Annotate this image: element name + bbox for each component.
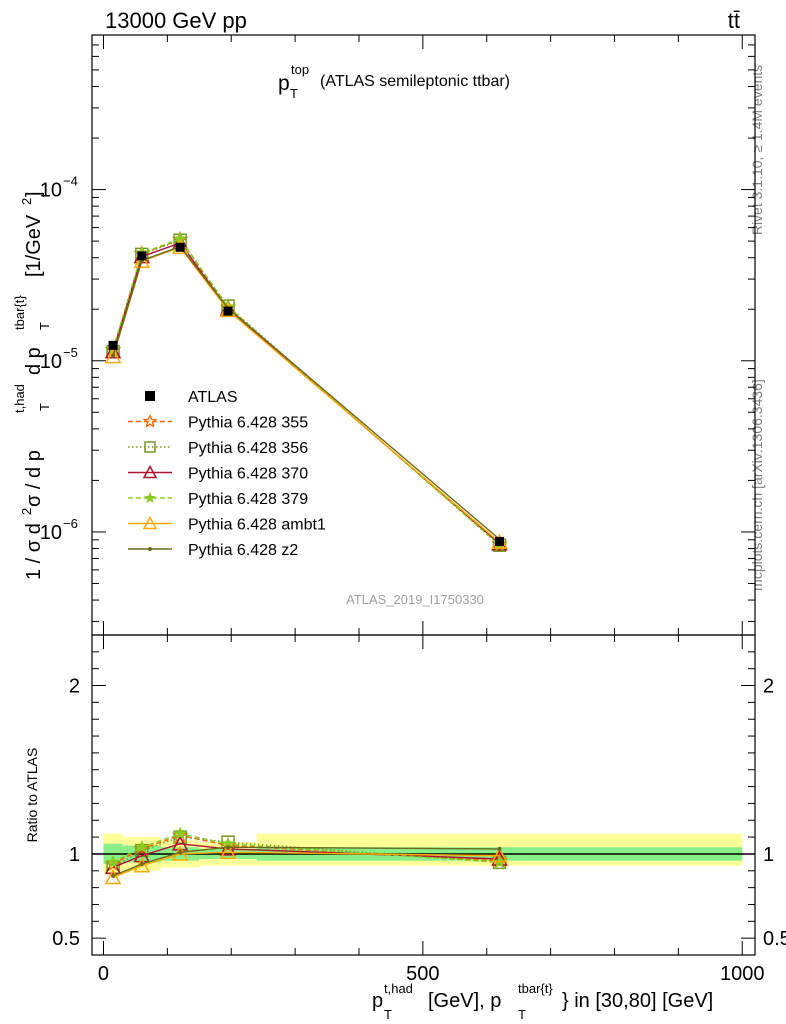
x-label-t2: T — [518, 1007, 526, 1022]
main-series-marker-5 — [111, 353, 116, 358]
y-label-sq: 2 — [19, 508, 34, 515]
legend-marker-4 — [142, 515, 158, 530]
ratio-series-marker-5 — [111, 873, 116, 878]
ratio-y-tick-label: 0.5 — [52, 928, 80, 950]
atlas-data-point — [108, 340, 118, 350]
main-panel-series — [104, 230, 508, 553]
y-label-unit: [1/GeV — [23, 214, 45, 277]
legend-label-atlas: ATLAS — [188, 389, 238, 406]
main-title-sup: top — [291, 62, 309, 77]
x-tick-label: 0 — [98, 963, 109, 985]
main-y-tick-exponent: −4 — [63, 174, 78, 189]
ratio-panel-frame: 0 500 1000 0.5 0.5 1 1 2 2 — [52, 634, 786, 985]
ratio-series-marker-3 — [173, 826, 187, 840]
ratio-series-marker-0 — [171, 826, 189, 843]
ratio-series-marker-4 — [219, 843, 237, 860]
legend-marker-2 — [142, 464, 158, 479]
main-y-tick-label: 10 — [40, 180, 62, 202]
legend-label-5: Pythia 6.428 z2 — [188, 542, 298, 559]
y-label-unit-close: ] — [23, 191, 45, 197]
legend-label-0: Pythia 6.428 355 — [188, 415, 308, 432]
x-label-tbar: tbar{t} — [518, 981, 553, 996]
rivet-label: Rivet 3.1.10, ≥ 1.4M events — [749, 65, 765, 235]
x-label-had: t,had — [384, 981, 413, 996]
y-label-pre: 1 / σ d — [23, 523, 45, 580]
legend-label-4: Pythia 6.428 ambt1 — [188, 517, 326, 534]
ratio-series-line-1 — [112, 836, 500, 869]
main-title-p: p — [278, 72, 290, 95]
legend-marker-1 — [144, 441, 156, 453]
main-y-tick-label: 10 — [40, 351, 62, 373]
x-axis-label: p T t,had [GeV], p T tbar{t} } in [30,80… — [372, 981, 713, 1022]
x-label-p1: p — [372, 990, 383, 1012]
y-axis-label: 1 / σ d 2 σ / d p T t,had d p T tbar{t} … — [12, 191, 52, 580]
legend-marker-3 — [144, 491, 156, 503]
main-y-tick-exponent: −6 — [63, 516, 78, 531]
legend-marker-5 — [148, 547, 152, 551]
process-label: tt̄ — [728, 8, 740, 33]
ratio-axis-label: Ratio to ATLAS — [24, 748, 40, 843]
x-tick-label: 500 — [406, 963, 439, 985]
energy-label: 13000 GeV pp — [105, 8, 247, 33]
main-title-suffix: (ATLAS semileptonic ttbar) — [320, 73, 510, 90]
ratio-series-line-2 — [112, 843, 500, 869]
ratio-series-marker-0 — [133, 840, 151, 857]
legend-label-3: Pythia 6.428 379 — [188, 491, 308, 508]
ratio-series-marker-5 — [497, 846, 502, 851]
legend-label-2: Pythia 6.428 370 — [188, 466, 308, 483]
x-label-t1: T — [384, 1007, 392, 1022]
ratio-y-tick-label-right: 2 — [763, 676, 774, 698]
ratio-series-marker-2 — [133, 847, 151, 863]
main-y-tick-exponent: −5 — [63, 345, 78, 360]
y-label-t: T — [37, 403, 52, 411]
y-label-t2: T — [37, 322, 52, 330]
ratio-plot-frame — [91, 634, 756, 956]
mcplots-label: mcplots.cern.ch [arXiv:1306.3436] — [749, 379, 765, 591]
ratio-series-marker-5 — [178, 850, 183, 855]
main-series-line-3 — [112, 238, 500, 546]
ratio-series-marker-4 — [104, 868, 122, 885]
analysis-label: ATLAS_2019_I1750330 — [346, 592, 484, 607]
ratio-series-marker-3 — [106, 855, 120, 869]
ratio-y-tick-label-right: 0.5 — [763, 928, 786, 950]
ratio-panel-series — [104, 826, 508, 885]
main-series-marker-4 — [104, 348, 122, 364]
atlas-data-point — [137, 251, 147, 261]
x-label-end: } in [30,80] [GeV] — [562, 990, 713, 1012]
main-title-sub: T — [290, 86, 298, 101]
atlas-data-point — [495, 536, 505, 546]
ratio-series-marker-3 — [135, 840, 149, 853]
x-tick-label: 1000 — [720, 963, 765, 985]
main-series-marker-4 — [133, 252, 151, 269]
legend: ATLAS Pythia 6.428 355 Pythia 6.428 356 Pyt… — [128, 389, 326, 559]
atlas-data-point — [223, 306, 233, 316]
legend-marker-0 — [142, 413, 158, 428]
y-label-d2: d p — [23, 347, 45, 375]
ratio-y-tick-label-right: 1 — [763, 844, 774, 866]
y-label-unit-sq: 2 — [19, 198, 34, 205]
main-panel-frame: 10−610−510−4 — [40, 34, 756, 636]
ratio-y-tick-label: 2 — [69, 676, 80, 698]
atlas-data-point — [175, 242, 185, 252]
main-title: p T top (ATLAS semileptonic ttbar) — [278, 62, 510, 101]
y-label-had: t,had — [12, 384, 27, 413]
legend-label-1: Pythia 6.428 356 — [188, 440, 308, 457]
y-label-tbar: tbar{t} — [12, 295, 27, 330]
y-label-mid: σ / d p — [23, 450, 45, 507]
ratio-y-tick-label: 1 — [69, 844, 80, 866]
main-y-tick-label: 10 — [40, 522, 62, 544]
ratio-series-marker-2 — [171, 835, 189, 851]
x-label-mid: [GeV], p — [428, 990, 501, 1012]
ratio-series-marker-5 — [139, 862, 144, 867]
ratio-series-marker-4 — [491, 847, 508, 863]
legend-marker-atlas — [145, 391, 155, 401]
ratio-series-marker-5 — [226, 845, 231, 850]
